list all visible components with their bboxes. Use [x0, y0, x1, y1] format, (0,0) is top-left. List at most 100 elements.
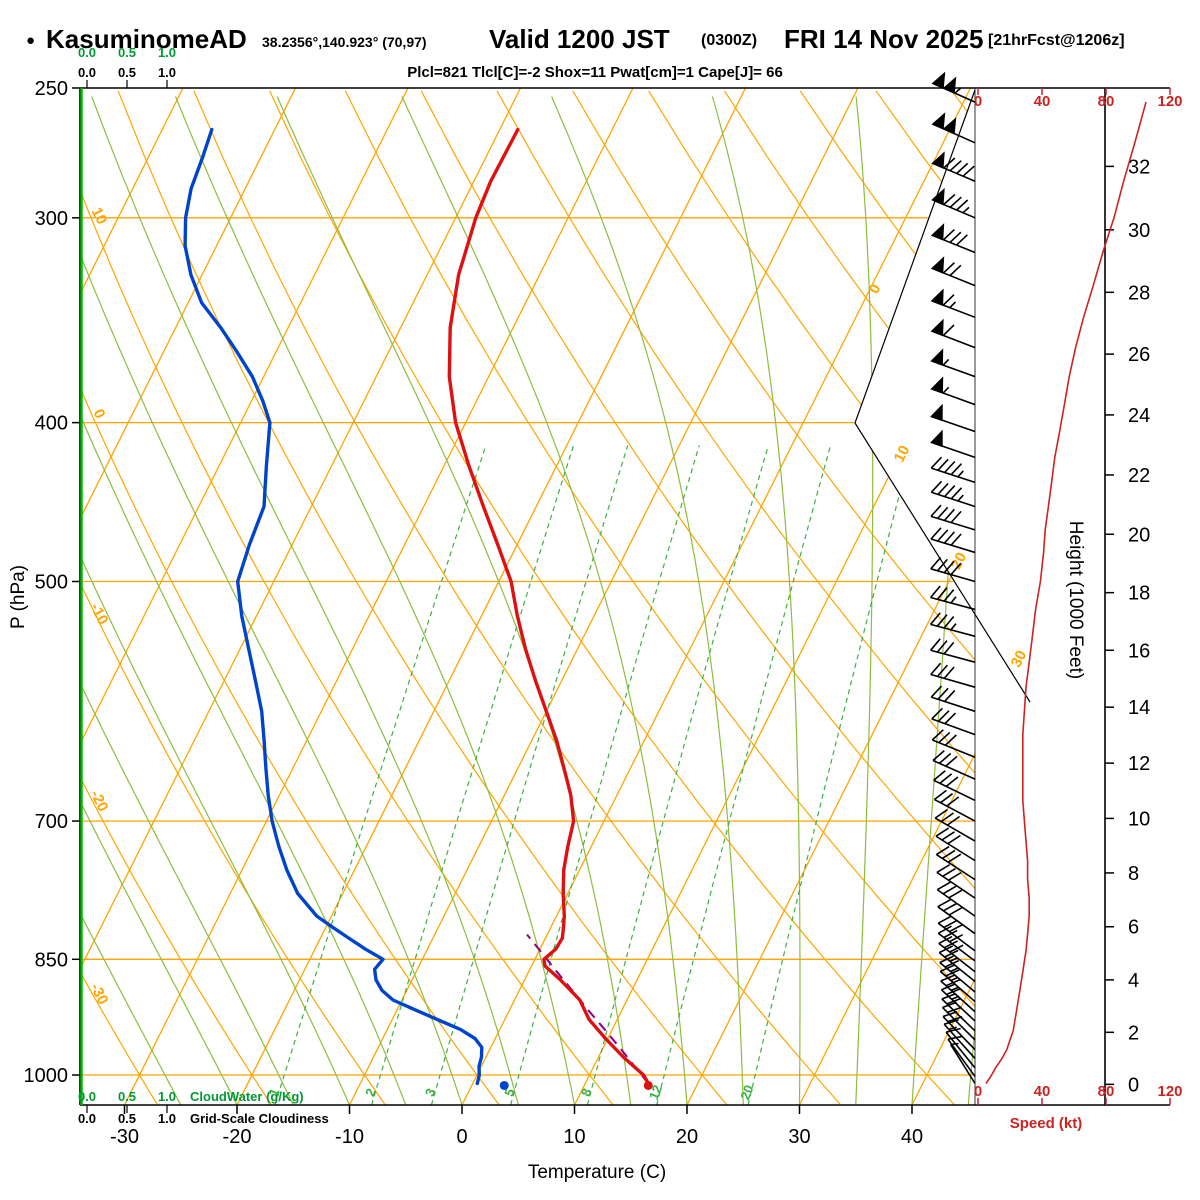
svg-text:40: 40 — [1034, 93, 1051, 110]
svg-text:18: 18 — [1128, 583, 1150, 605]
svg-text:-10: -10 — [335, 1126, 364, 1148]
svg-text:Speed (kt): Speed (kt) — [1010, 1115, 1083, 1132]
mixing-ratio-lines — [274, 445, 913, 1105]
svg-text:1000: 1000 — [24, 1065, 69, 1087]
svg-text:120: 120 — [1157, 93, 1182, 110]
svg-text:700: 700 — [35, 811, 68, 833]
svg-text:8: 8 — [578, 1086, 595, 1098]
surface-dewpoint-dot — [499, 1080, 509, 1090]
svg-text:30: 30 — [1008, 648, 1031, 671]
svg-text:-20: -20 — [87, 787, 112, 814]
svg-text:16: 16 — [1128, 640, 1150, 662]
svg-text:1.0: 1.0 — [158, 1111, 176, 1126]
station-name: KasuminomeAD — [46, 24, 247, 54]
svg-text:1.0: 1.0 — [158, 1089, 176, 1104]
svg-text:8: 8 — [1128, 863, 1139, 885]
svg-text:250: 250 — [35, 78, 68, 100]
svg-text:-20: -20 — [223, 1126, 252, 1148]
svg-text:0.0: 0.0 — [78, 45, 96, 60]
svg-text:0.0: 0.0 — [78, 1089, 96, 1104]
svg-text:0.5: 0.5 — [118, 1089, 136, 1104]
adiabat-labels: 100-10-20-30 — [87, 205, 112, 1008]
dewpoint-curve — [183, 127, 484, 1086]
svg-text:14: 14 — [1128, 697, 1150, 719]
svg-text:0.5: 0.5 — [118, 65, 136, 80]
svg-text:0: 0 — [90, 406, 109, 421]
svg-text:0: 0 — [974, 1083, 982, 1100]
svg-text:0.0: 0.0 — [78, 1111, 96, 1126]
svg-text:0.5: 0.5 — [118, 45, 136, 60]
svg-text:-30: -30 — [110, 1126, 139, 1148]
svg-text:1.0: 1.0 — [158, 45, 176, 60]
svg-text:0: 0 — [1128, 1074, 1139, 1096]
svg-text:0.5: 0.5 — [118, 1111, 136, 1126]
cloud-scales: 0.0 0.0 0.0 0.0 0.5 0.5 0.5 0.5 1.0 1.0 1.0 1.0 Clou… — [78, 45, 329, 1126]
svg-text:10: 10 — [563, 1126, 585, 1148]
svg-text:2: 2 — [1128, 1022, 1139, 1044]
svg-text:28: 28 — [1128, 282, 1150, 304]
svg-text:120: 120 — [1157, 1083, 1182, 1100]
valid-date: FRI 14 Nov 2025 — [784, 24, 984, 54]
svg-text:0: 0 — [866, 281, 885, 296]
svg-text:0: 0 — [456, 1126, 467, 1148]
svg-text:20: 20 — [676, 1126, 698, 1148]
svg-text:20: 20 — [948, 550, 971, 573]
forecast-hour: [21hrFcst@1206z] — [988, 32, 1125, 49]
svg-text:850: 850 — [35, 949, 68, 971]
pressure-gridlines — [80, 217, 975, 1076]
mixing-ratio-labels: 1 2 3 5 8 12 20 — [265, 1083, 756, 1102]
pressure-axis: 250 300 400 500 700 850 1000 P (hPa) — [8, 78, 80, 1087]
svg-text:4: 4 — [1128, 970, 1139, 992]
svg-text:32: 32 — [1128, 156, 1150, 178]
svg-text:20: 20 — [737, 1083, 756, 1102]
svg-text:22: 22 — [1128, 465, 1150, 487]
svg-text:30: 30 — [788, 1126, 810, 1148]
svg-text:500: 500 — [35, 572, 68, 594]
svg-text:Height (1000 Feet): Height (1000 Feet) — [1065, 521, 1086, 679]
moist-adiabat-lines — [80, 96, 975, 1105]
svg-text:3: 3 — [422, 1086, 439, 1098]
svg-text:0.0: 0.0 — [78, 65, 96, 80]
svg-text:10: 10 — [891, 443, 914, 466]
svg-text:30: 30 — [1128, 220, 1150, 242]
svg-text:Temperature (C): Temperature (C) — [528, 1162, 666, 1183]
svg-text:P (hPa): P (hPa) — [8, 565, 29, 629]
svg-text:400: 400 — [35, 413, 68, 435]
svg-text:10: 10 — [88, 205, 111, 228]
wind-barbs — [929, 71, 976, 1084]
svg-text:80: 80 — [1098, 93, 1115, 110]
svg-text:6: 6 — [1128, 917, 1139, 939]
svg-text:10: 10 — [1128, 808, 1150, 830]
station-bullet-icon: ● — [26, 32, 36, 49]
svg-text:20: 20 — [1128, 524, 1150, 546]
svg-text:26: 26 — [1128, 344, 1150, 366]
svg-text:Grid-Scale Cloudiness: Grid-Scale Cloudiness — [190, 1111, 329, 1126]
svg-text:-30: -30 — [87, 980, 112, 1007]
svg-text:2: 2 — [362, 1086, 379, 1098]
wind-speed-curve — [985, 101, 1147, 1084]
svg-text:80: 80 — [1098, 1083, 1115, 1100]
svg-text:0: 0 — [974, 93, 982, 110]
temperature-axis: -30 -20 -10 0 10 20 30 40 Temperature (C) — [110, 1105, 923, 1183]
isotherm-labels: 0 10 20 30 — [866, 281, 1031, 670]
svg-text:300: 300 — [35, 208, 68, 230]
stability-indices: Plcl=821 Tlcl[C]=-2 Shox=11 Pwat[cm]=1 C… — [407, 64, 783, 81]
svg-text:12: 12 — [1128, 753, 1150, 775]
dry-adiabat-lines — [80, 90, 975, 1105]
valid-time-z: (0300Z) — [701, 32, 758, 49]
svg-text:CloudWater (g/Kg): CloudWater (g/Kg) — [190, 1089, 304, 1104]
svg-text:1.0: 1.0 — [158, 65, 176, 80]
surface-temp-dot — [643, 1080, 653, 1090]
valid-time: Valid 1200 JST — [489, 24, 670, 54]
svg-text:24: 24 — [1128, 405, 1150, 427]
station-coords: 38.2356°,140.923° (70,97) — [262, 34, 427, 50]
svg-text:40: 40 — [1034, 1083, 1051, 1100]
skewt-background-grid — [80, 88, 975, 1105]
temperature-curve — [447, 127, 650, 1086]
plot-clip-boundary-lines — [854, 89, 1031, 703]
plot-border — [79, 87, 1170, 1106]
